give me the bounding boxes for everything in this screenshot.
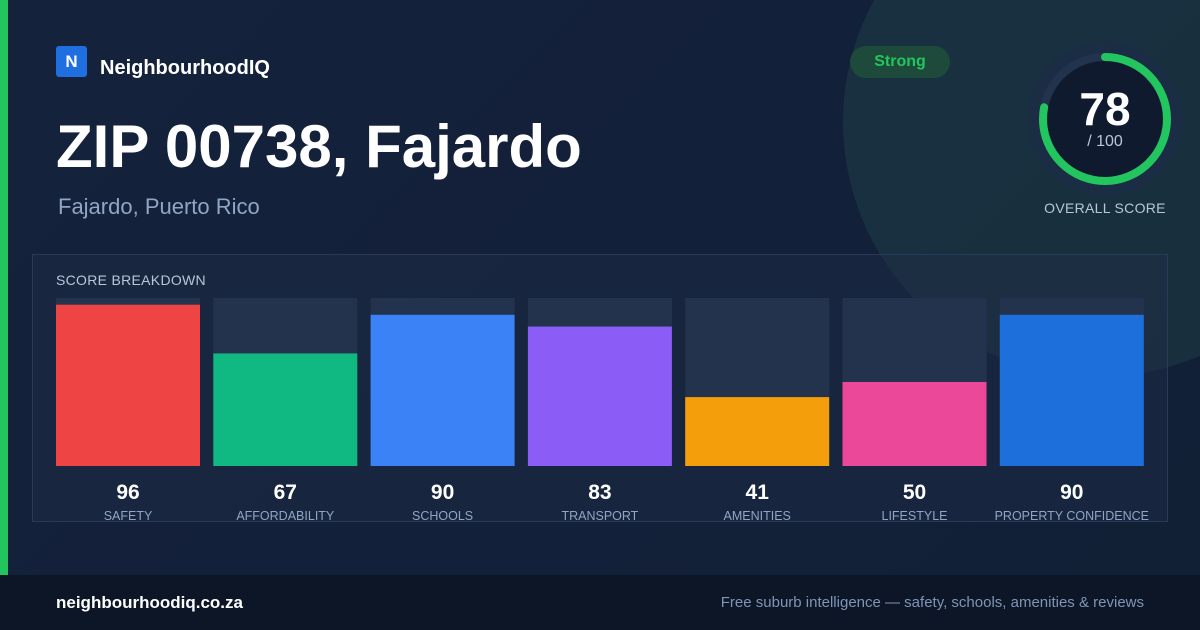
overall-score-ring (1028, 42, 1182, 196)
logo-icon: N (56, 46, 87, 77)
bar-transport (527, 326, 672, 466)
bar-amenities (685, 397, 830, 466)
bar-value-affordability: 67 (274, 481, 297, 504)
bar-label-schools: SCHOOLS (412, 509, 473, 523)
overall-score-value: 78 (1079, 83, 1131, 135)
rating-badge: Strong (850, 46, 950, 78)
bar-label-property-confidence: PROPERTY CONFIDENCE (995, 509, 1149, 523)
bar-affordability (213, 353, 358, 466)
bar-value-transport: 83 (588, 481, 611, 504)
bar-schools (370, 314, 515, 466)
overall-score-max: / 100 (1087, 133, 1123, 150)
bar-property-confidence (999, 314, 1144, 466)
bar-value-schools: 90 (431, 481, 454, 504)
bar-label-transport: TRANSPORT (561, 509, 638, 523)
bar-label-amenities: AMENITIES (724, 509, 791, 523)
bar-value-safety: 96 (116, 481, 139, 504)
brand-name: NeighbourhoodIQ (100, 57, 270, 79)
overall-score-label: OVERALL SCORE (1044, 200, 1166, 216)
bar-value-property-confidence: 90 (1060, 481, 1083, 504)
bar-label-safety: SAFETY (104, 509, 153, 523)
bar-value-lifestyle: 50 (903, 481, 926, 504)
page-title: ZIP 00738, Fajardo (56, 113, 582, 180)
bar-label-lifestyle: LIFESTYLE (882, 509, 948, 523)
footer (0, 575, 1200, 630)
footer-domain: neighbourhoodiq.co.za (56, 593, 243, 612)
score-ring-progress (1039, 53, 1171, 185)
bar-safety (56, 304, 200, 466)
accent-bar (0, 0, 8, 575)
bar-label-affordability: AFFORDABILITY (236, 509, 335, 523)
bar-value-amenities: 41 (746, 481, 770, 504)
score-breakdown-title: SCORE BREAKDOWN (56, 272, 206, 288)
bar-lifestyle (842, 382, 987, 466)
location-subtitle: Fajardo, Puerto Rico (58, 194, 260, 219)
footer-tagline: Free suburb intelligence — safety, schoo… (720, 594, 1144, 611)
